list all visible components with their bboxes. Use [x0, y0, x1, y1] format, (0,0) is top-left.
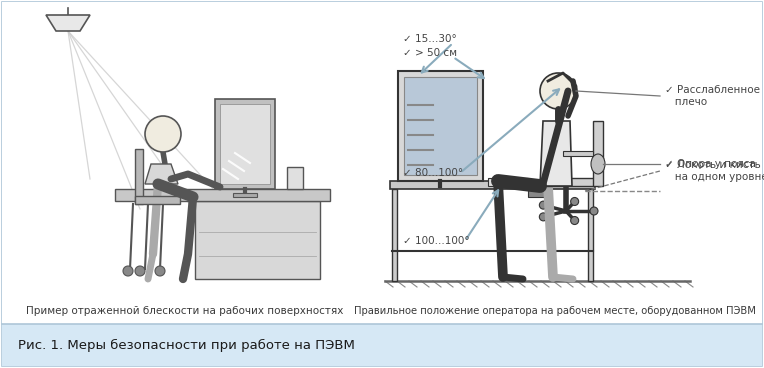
Bar — [135, 149, 143, 204]
Bar — [215, 99, 275, 189]
Bar — [390, 181, 595, 189]
Bar — [540, 178, 595, 186]
Bar — [135, 196, 180, 204]
Bar — [392, 189, 397, 281]
Circle shape — [155, 266, 165, 276]
Text: Правильное положение оператора на рабочем месте, оборудованном ПЭВМ: Правильное положение оператора на рабоче… — [354, 306, 756, 316]
Ellipse shape — [591, 154, 605, 174]
Text: Рис. 1. Меры безопасности при работе на ПЭВМ: Рис. 1. Меры безопасности при работе на … — [18, 339, 354, 351]
Ellipse shape — [537, 179, 549, 187]
Text: ✓ 15...30°: ✓ 15...30° — [403, 34, 457, 44]
Circle shape — [135, 266, 145, 276]
Circle shape — [571, 216, 578, 224]
Text: Пример отраженной блескости на рабочих поверхностях: Пример отраженной блескости на рабочих п… — [26, 306, 344, 316]
Bar — [2, 2, 762, 324]
Circle shape — [123, 266, 133, 276]
Bar — [563, 151, 593, 156]
Bar — [404, 77, 477, 175]
Bar — [528, 187, 548, 197]
Bar — [2, 324, 762, 366]
Circle shape — [145, 116, 181, 152]
Bar — [195, 201, 320, 279]
Bar — [588, 189, 593, 281]
Circle shape — [571, 198, 578, 205]
Circle shape — [590, 207, 598, 215]
Text: ✓ 100...100°: ✓ 100...100° — [403, 236, 470, 246]
Text: ✓ Опора у пояса: ✓ Опора у пояса — [665, 159, 756, 169]
Text: ✓ > 50 см: ✓ > 50 см — [403, 48, 457, 58]
Bar — [233, 193, 257, 197]
Bar — [593, 121, 603, 186]
Circle shape — [539, 201, 547, 209]
Text: ✓ Расслабленное
   плечо: ✓ Расслабленное плечо — [665, 85, 760, 107]
Bar — [488, 178, 528, 186]
Circle shape — [539, 213, 547, 221]
Polygon shape — [540, 121, 572, 186]
Bar — [398, 71, 483, 181]
Bar — [220, 104, 270, 184]
Polygon shape — [145, 164, 178, 184]
Polygon shape — [46, 15, 90, 31]
Bar — [287, 167, 303, 189]
Circle shape — [540, 73, 576, 109]
Text: ✓ Локоть и кисть
   на одном уровне: ✓ Локоть и кисть на одном уровне — [665, 160, 764, 182]
Text: ✓ 80...100°: ✓ 80...100° — [403, 168, 463, 178]
Bar — [115, 189, 330, 201]
